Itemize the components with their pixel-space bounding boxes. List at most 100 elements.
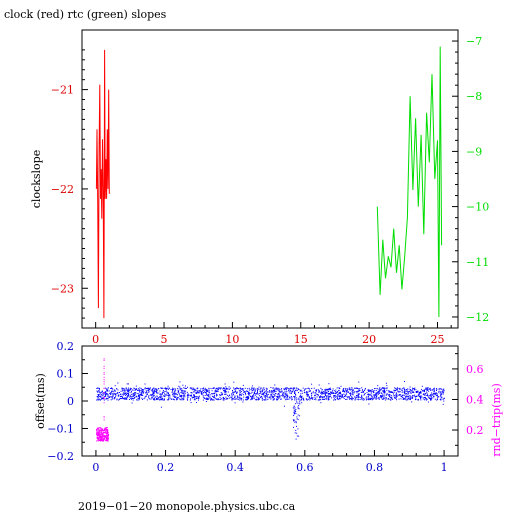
offset-point — [370, 399, 372, 401]
offset-point — [392, 398, 394, 400]
round-trip-point — [101, 438, 103, 440]
offset-point — [324, 389, 326, 391]
offset-point — [126, 383, 128, 385]
offset-point — [113, 393, 115, 395]
offset-point — [411, 390, 413, 392]
round-trip-point — [99, 436, 101, 438]
offset-point — [167, 394, 169, 396]
offset-point — [388, 393, 390, 395]
offset-point — [406, 390, 408, 392]
offset-point — [173, 388, 175, 390]
offset-point — [441, 397, 443, 399]
offset-point — [250, 393, 252, 394]
offset-point — [377, 385, 379, 387]
round-trip-point — [101, 430, 103, 432]
offset-point — [291, 391, 293, 393]
offset-point — [389, 391, 391, 393]
offset-point — [184, 395, 186, 397]
offset-point — [212, 392, 214, 394]
offset-point — [275, 393, 277, 394]
offset-point — [344, 395, 346, 397]
offset-point — [371, 396, 373, 397]
offset-point — [182, 397, 184, 399]
offset-point — [137, 395, 139, 397]
offset-point — [242, 401, 244, 403]
offset-point — [214, 397, 216, 399]
offset-point — [101, 395, 103, 397]
round-trip-spike-point — [103, 397, 105, 399]
offset-point — [112, 395, 113, 397]
offset-point — [187, 393, 189, 395]
offset-point — [181, 389, 183, 391]
offset-point — [396, 393, 398, 395]
offset-point — [309, 399, 311, 401]
offset-point — [397, 390, 399, 392]
offset-point — [426, 398, 428, 400]
offset-point — [138, 398, 140, 400]
offset-point — [366, 392, 368, 394]
offset-point — [266, 395, 268, 397]
offset-point — [179, 393, 180, 395]
round-trip-point — [100, 429, 102, 431]
offset-point — [256, 396, 258, 398]
offset-point — [101, 390, 103, 392]
offset-point — [294, 399, 296, 401]
offset-point — [376, 388, 378, 390]
offset-point — [209, 392, 211, 394]
offset-point — [364, 390, 365, 391]
offset-point — [111, 397, 113, 399]
offset-point — [339, 393, 341, 395]
offset-point — [344, 391, 345, 392]
offset-point — [320, 399, 322, 401]
offset-point — [395, 388, 397, 390]
offset-point — [381, 387, 383, 389]
offset-point — [114, 397, 116, 399]
offset-point — [396, 396, 397, 398]
offset-point — [403, 387, 405, 389]
offset-point — [199, 391, 201, 393]
offset-point — [132, 392, 134, 394]
offset-point — [321, 393, 323, 395]
offset-point — [253, 392, 255, 394]
offset-point — [326, 395, 328, 397]
offset-point — [439, 388, 441, 390]
offset-point — [124, 389, 126, 391]
offset-point — [344, 396, 345, 397]
round-trip-point — [96, 440, 98, 442]
offset-point — [129, 394, 131, 396]
offset-point — [124, 390, 126, 392]
offset-point — [342, 396, 344, 398]
offset-point — [304, 392, 306, 394]
offset-point — [301, 392, 303, 394]
offset-point — [383, 387, 385, 389]
offset-point — [321, 396, 323, 398]
offset-point — [234, 398, 236, 400]
offset-point — [345, 387, 347, 389]
offset-point — [391, 392, 393, 393]
offset-point — [285, 397, 287, 399]
offset-point — [128, 394, 130, 396]
offset-point — [286, 395, 288, 397]
offset-point — [265, 387, 267, 389]
offset-point — [224, 383, 226, 385]
offset-point — [219, 394, 221, 396]
offset-point — [328, 388, 330, 390]
offset-point — [335, 393, 337, 395]
offset-point — [199, 388, 201, 390]
offset-point — [214, 395, 216, 397]
offset-point — [111, 390, 113, 392]
offset-point — [327, 397, 329, 399]
offset-point — [138, 396, 140, 397]
offset-point — [380, 389, 382, 391]
offset-point — [346, 389, 348, 391]
offset-point — [287, 394, 289, 396]
round-trip-point — [98, 428, 100, 430]
offset-point — [337, 391, 338, 393]
offset-point — [141, 397, 143, 399]
offset-point — [321, 389, 323, 391]
offset-point — [325, 398, 327, 400]
round-trip-point — [98, 427, 100, 429]
offset-point — [412, 392, 414, 393]
offset-point — [187, 399, 188, 401]
offset-point — [160, 393, 162, 395]
